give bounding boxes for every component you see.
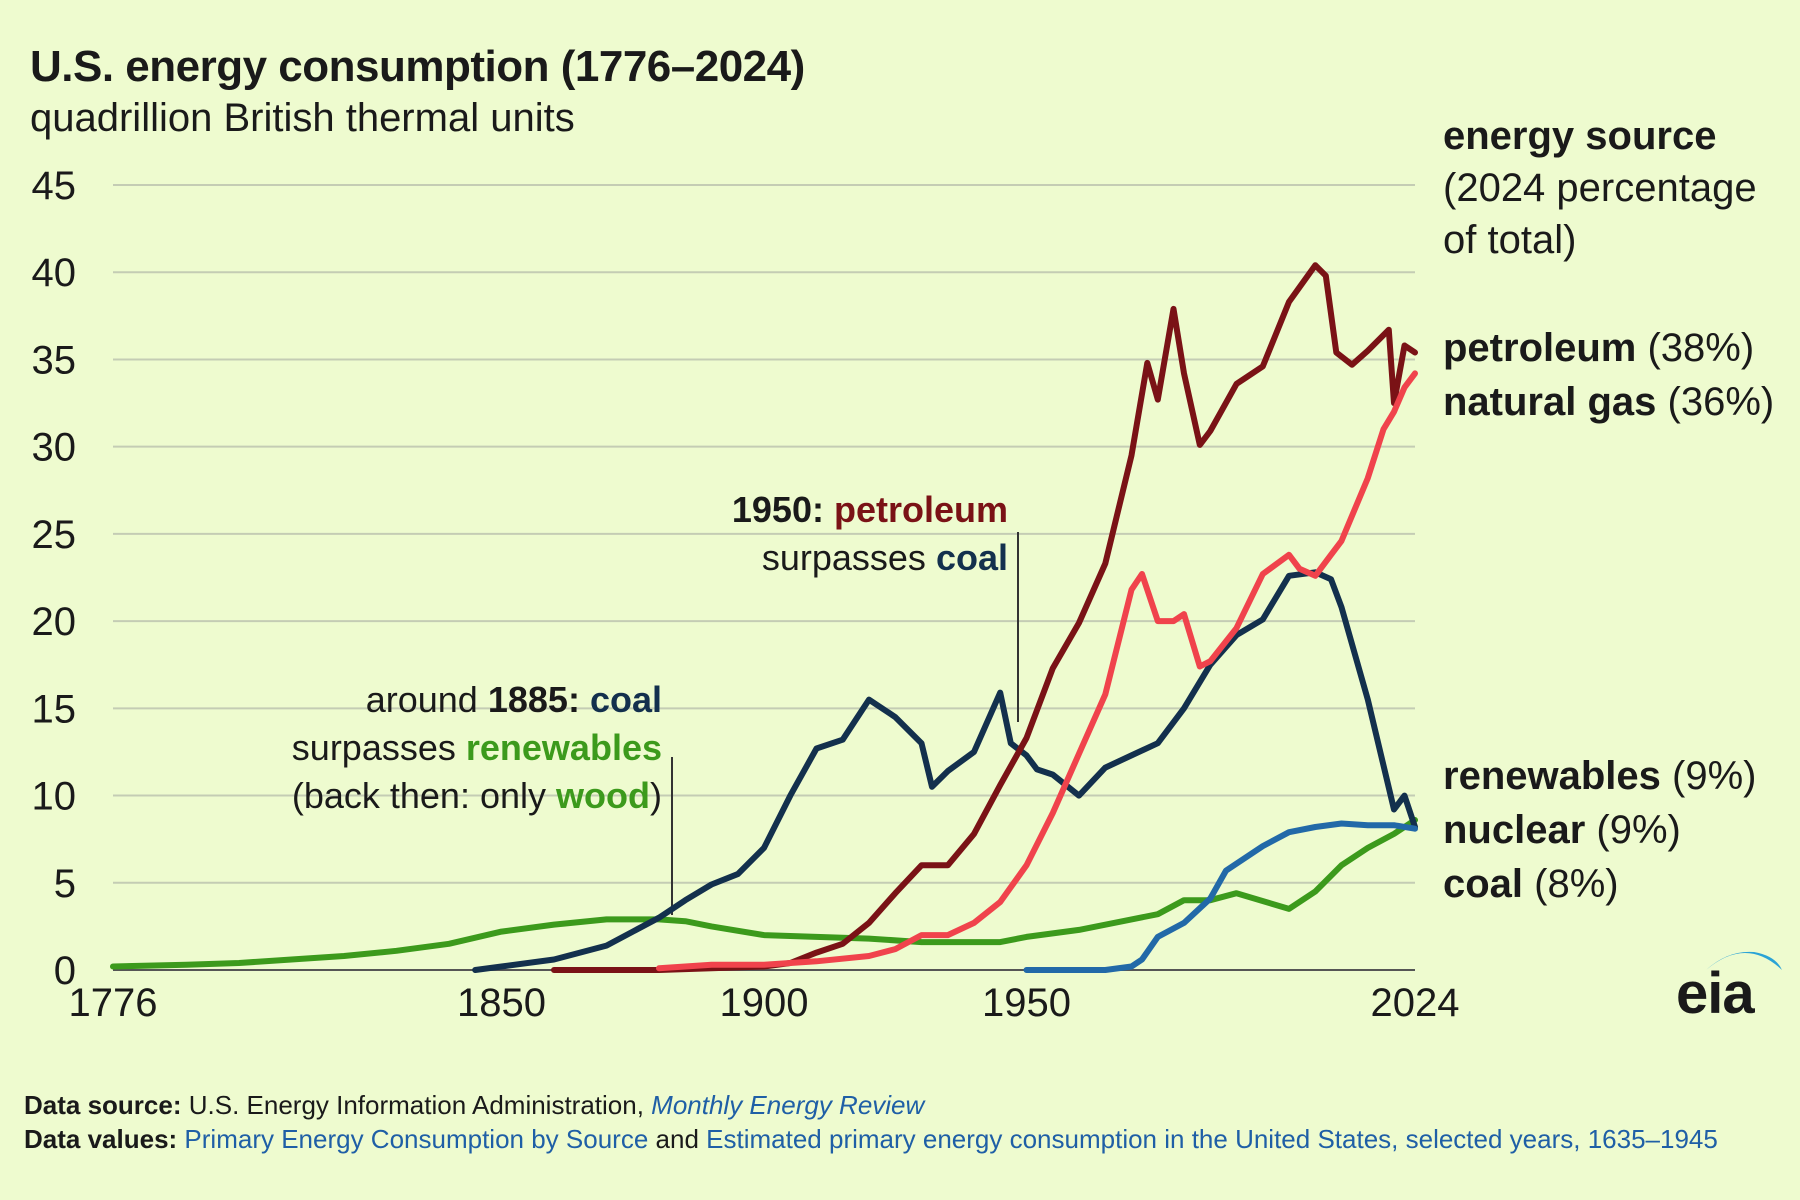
legend-item-renewables: renewables (9%) xyxy=(1443,754,1756,799)
anno-1885-line3a: (back then: only xyxy=(291,775,546,816)
eia-logo: eia xyxy=(1676,940,1786,1030)
footer-values-link2[interactable]: Estimated primary energy consumption in … xyxy=(706,1124,1718,1154)
anno-1950-coal: coal xyxy=(935,537,1008,578)
anno-1950-petroleum: petroleum xyxy=(833,489,1008,530)
y-tick-label: 15 xyxy=(32,687,77,731)
y-tick-label: 25 xyxy=(32,513,77,557)
y-tick-label: 35 xyxy=(32,338,77,382)
anno-1885-year: 1885: xyxy=(487,679,580,720)
series-lines xyxy=(110,262,1418,973)
chart-subtitle: quadrillion British thermal units xyxy=(30,96,575,140)
anno-1885-coal: coal xyxy=(589,679,662,720)
legend-name: nuclear xyxy=(1443,808,1586,852)
anno-1885-line3c: ) xyxy=(650,775,662,816)
legend-pct: (9%) xyxy=(1672,754,1757,798)
legend-pct: (36%) xyxy=(1667,380,1775,424)
series-line-coal xyxy=(472,569,1418,973)
x-tick-labels: 1776 1850 1900 1950 2024 xyxy=(69,981,1460,1025)
x-tick-label: 1850 xyxy=(457,981,546,1025)
anno-1885-prefix: around xyxy=(365,679,478,720)
legend-item-natural-gas: natural gas (36%) xyxy=(1443,380,1774,425)
footer-source-text: U.S. Energy Information Administration, xyxy=(188,1090,644,1120)
series-line-natural-gas xyxy=(656,370,1418,972)
y-tick-label: 40 xyxy=(32,251,77,295)
y-tick-label: 20 xyxy=(32,600,77,644)
gridlines xyxy=(113,184,1415,971)
footer-values-and: and xyxy=(655,1124,699,1154)
series-line-renewables xyxy=(110,817,1418,970)
legend-pct: (38%) xyxy=(1647,326,1755,370)
footer-values-label: Data values: xyxy=(24,1124,178,1154)
legend-heading: energy source (2024 percentage of total) xyxy=(1443,110,1773,266)
anno-1885-verb: surpasses xyxy=(291,727,456,768)
y-tick-label: 30 xyxy=(32,426,77,470)
y-tick-label: 5 xyxy=(54,862,76,906)
legend-heading-title: energy source xyxy=(1443,114,1717,158)
chart-title: U.S. energy consumption (1776–2024) xyxy=(30,42,805,91)
x-tick-label: 2024 xyxy=(1371,981,1460,1025)
legend-name: renewables xyxy=(1443,754,1661,798)
legend-pct: (8%) xyxy=(1534,862,1619,906)
y-tick-label: 45 xyxy=(32,164,77,208)
y-tick-label: 0 xyxy=(54,949,76,993)
anno-1885-wood: wood xyxy=(556,775,650,816)
footer-source-pub[interactable]: Monthly Energy Review xyxy=(651,1090,925,1120)
eia-logo-text: eia xyxy=(1676,961,1755,1026)
y-tick-labels: 0 5 10 15 20 25 30 35 40 45 xyxy=(32,164,77,993)
series-line-petroleum xyxy=(551,262,1418,973)
footer-source: Data source: U.S. Energy Information Adm… xyxy=(24,1090,924,1121)
footer-source-label: Data source: xyxy=(24,1090,182,1120)
annotation-1885: around 1885: coal surpasses renewables (… xyxy=(292,676,662,820)
x-tick-label: 1950 xyxy=(982,981,1071,1025)
annotation-leader-lines xyxy=(671,532,1019,915)
footer-values: Data values: Primary Energy Consumption … xyxy=(24,1124,1718,1155)
x-tick-label: 1900 xyxy=(720,981,809,1025)
series-line-nuclear xyxy=(1023,820,1418,973)
y-tick-label: 10 xyxy=(32,775,77,819)
eia-logo-swoosh xyxy=(1706,951,1782,970)
anno-1885-renewables: renewables xyxy=(465,727,662,768)
legend-pct: (9%) xyxy=(1596,808,1681,852)
legend-heading-sub: (2024 percentage of total) xyxy=(1443,166,1757,262)
anno-1950-year: 1950: xyxy=(731,489,824,530)
x-tick-label: 1776 xyxy=(69,981,158,1025)
legend-item-petroleum: petroleum (38%) xyxy=(1443,326,1754,371)
annotation-1950: 1950: petroleum surpasses coal xyxy=(732,486,1008,582)
footer-values-link1[interactable]: Primary Energy Consumption by Source xyxy=(184,1124,649,1154)
legend-name: petroleum xyxy=(1443,326,1637,370)
anno-1950-verb: surpasses xyxy=(761,537,926,578)
legend-name: coal xyxy=(1443,862,1524,906)
legend-item-coal: coal (8%) xyxy=(1443,862,1619,907)
legend-name: natural gas xyxy=(1443,380,1657,424)
legend-item-nuclear: nuclear (9%) xyxy=(1443,808,1681,853)
